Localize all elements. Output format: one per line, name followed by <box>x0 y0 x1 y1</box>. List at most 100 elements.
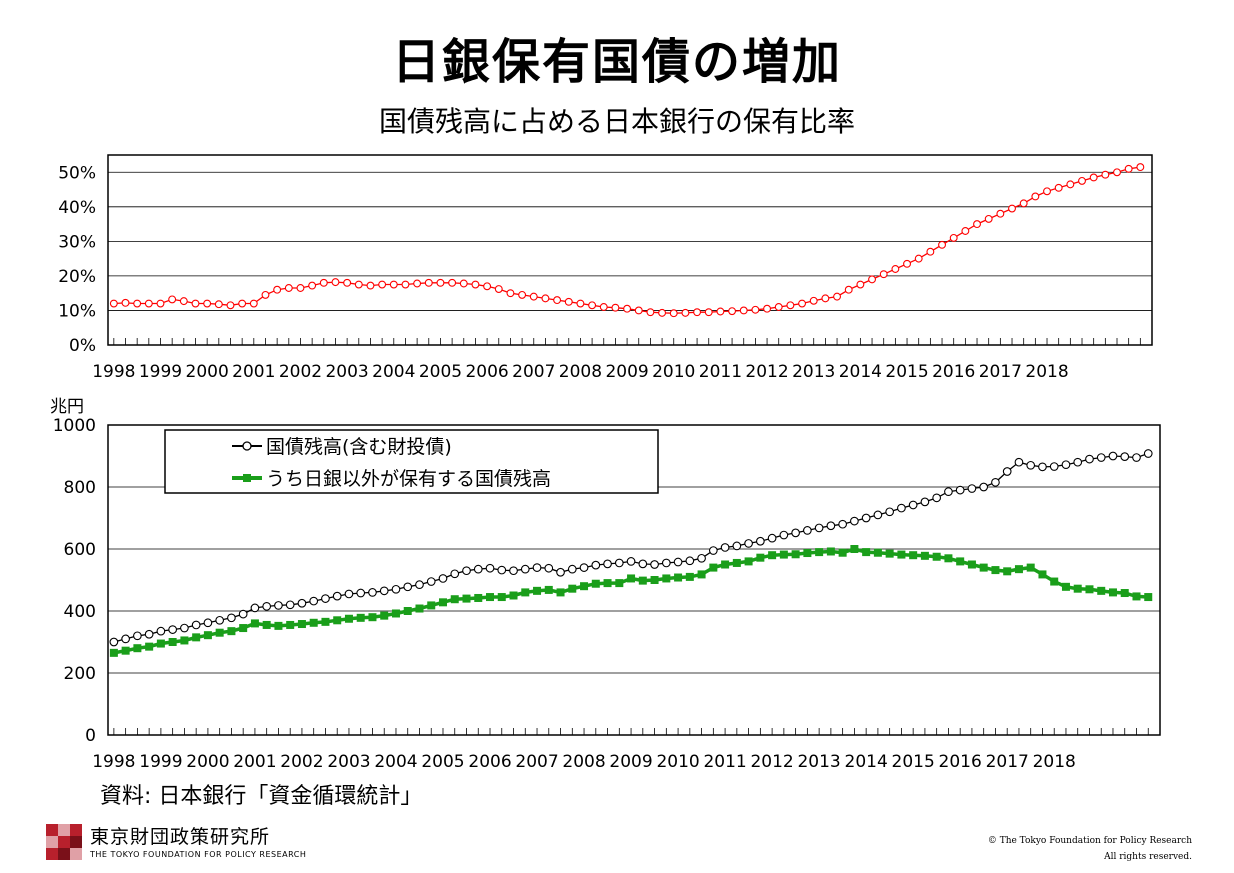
non-boj-holdings-point <box>333 616 342 625</box>
non-boj-holdings-point <box>356 613 365 622</box>
ratio-point <box>856 280 865 289</box>
non-boj-holdings-point <box>1085 585 1094 594</box>
total-outstanding-point <box>661 558 671 568</box>
non-boj-holdings-point <box>897 550 906 559</box>
non-boj-holdings-point <box>309 618 318 627</box>
ratio-point <box>1066 180 1075 189</box>
total-outstanding-point <box>426 577 436 586</box>
x-tick-label: 2018 <box>1025 362 1068 382</box>
non-boj-holdings-point <box>1073 584 1082 593</box>
non-boj-holdings-point <box>168 638 177 646</box>
non-boj-holdings-point <box>1050 577 1059 586</box>
total-outstanding-point <box>520 564 530 574</box>
total-outstanding-point <box>567 564 577 574</box>
chart-title: 日銀保有国債の増加 <box>391 34 842 90</box>
total-outstanding-point <box>109 637 119 647</box>
charts-canvas: 0%10%20%30%40%50% 1998 1999 2000 2001 2002 20… <box>50 154 1161 772</box>
non-boj-holdings-point <box>803 549 812 558</box>
non-boj-holdings-point <box>580 582 589 591</box>
total-outstanding-point <box>391 584 401 594</box>
total-outstanding-point <box>509 566 518 576</box>
total-outstanding-point <box>156 626 166 636</box>
ratio-point <box>821 294 830 303</box>
y-tick-label: 0% <box>69 336 96 356</box>
total-outstanding-point <box>285 600 295 610</box>
total-outstanding-point <box>297 598 307 608</box>
total-outstanding-point <box>908 500 918 510</box>
x-tick-label: 2016 <box>932 362 975 382</box>
total-outstanding-point <box>191 620 201 630</box>
total-outstanding-point <box>180 623 189 633</box>
ratio-point <box>669 309 678 318</box>
non-boj-holdings-point <box>462 594 471 603</box>
ratio-point <box>308 281 317 290</box>
ratio-point <box>121 298 130 307</box>
y-tick-label: 600 <box>64 540 96 560</box>
non-boj-holdings-point <box>768 551 777 560</box>
ratio-point <box>249 299 258 308</box>
ratio-point <box>401 280 410 289</box>
ratio-point <box>728 307 737 316</box>
total-outstanding-point <box>979 482 989 492</box>
total-outstanding-point <box>708 546 718 555</box>
total-outstanding-point <box>1014 457 1024 467</box>
non-boj-holdings-point <box>486 593 495 602</box>
y-tick-label: 20% <box>58 267 96 287</box>
total-outstanding-point <box>897 503 906 513</box>
total-outstanding-point <box>403 582 413 592</box>
total-outstanding-point <box>861 513 871 523</box>
non-boj-holdings-point <box>944 554 953 563</box>
non-boj-holdings-point <box>556 588 565 597</box>
non-boj-holdings-point <box>674 573 683 582</box>
ratio-point <box>541 294 550 303</box>
non-boj-holdings-point <box>709 563 718 572</box>
non-boj-holdings-point <box>121 646 130 655</box>
ratio-point <box>1043 187 1051 196</box>
total-outstanding-point <box>955 485 965 495</box>
x-tick-label: 2014 <box>839 362 882 382</box>
non-boj-holdings-point <box>1014 565 1023 574</box>
non-boj-holdings-point <box>697 570 706 579</box>
total-outstanding-point <box>473 564 483 574</box>
org-name: 東京財団政策研究所 <box>90 826 271 848</box>
x-tick-label: 2013 <box>797 752 840 772</box>
y-tick-label: 400 <box>64 602 96 622</box>
y-tick-label: 10% <box>58 301 96 321</box>
total-outstanding-point <box>168 625 177 634</box>
ratio-point <box>576 299 585 308</box>
ratio-point <box>483 282 492 291</box>
total-outstanding-point <box>1026 460 1036 470</box>
y-tick-label: 50% <box>58 163 96 183</box>
non-boj-holdings-point <box>203 631 212 640</box>
total-outstanding-point <box>791 528 800 538</box>
x-tick-label: 1999 <box>139 752 182 772</box>
total-outstanding-point <box>1096 453 1106 462</box>
ratio-point <box>658 308 667 317</box>
x-tick-label: 2008 <box>559 362 602 382</box>
total-outstanding-point <box>462 566 471 576</box>
ratio-plot-area <box>107 154 1153 346</box>
ratio-point <box>879 270 888 279</box>
ratio-point <box>331 278 340 287</box>
y-tick-label: 1000 <box>53 416 96 436</box>
total-outstanding-point <box>321 594 330 603</box>
non-boj-holdings-point <box>497 593 506 602</box>
x-tick-label: 2014 <box>845 752 888 772</box>
non-boj-holdings-point <box>909 551 918 560</box>
total-outstanding-point <box>133 631 142 641</box>
x-tick-label: 2002 <box>280 752 323 772</box>
total-outstanding-point <box>238 609 248 619</box>
ratio-point <box>774 303 783 311</box>
ratio-point <box>844 285 853 294</box>
total-outstanding-point <box>532 563 542 572</box>
non-boj-holdings-point <box>250 619 259 628</box>
non-boj-holdings-point <box>286 620 295 629</box>
total-outstanding-point <box>274 601 283 610</box>
y-tick-label: 30% <box>58 232 96 252</box>
total-outstanding-point <box>744 539 753 548</box>
non-boj-holdings-point <box>615 579 624 588</box>
x-tick-label: 2008 <box>562 752 605 772</box>
x-tick-label: 2017 <box>986 752 1029 772</box>
x-tick-label: 2012 <box>750 752 793 772</box>
total-outstanding-point <box>779 530 789 540</box>
